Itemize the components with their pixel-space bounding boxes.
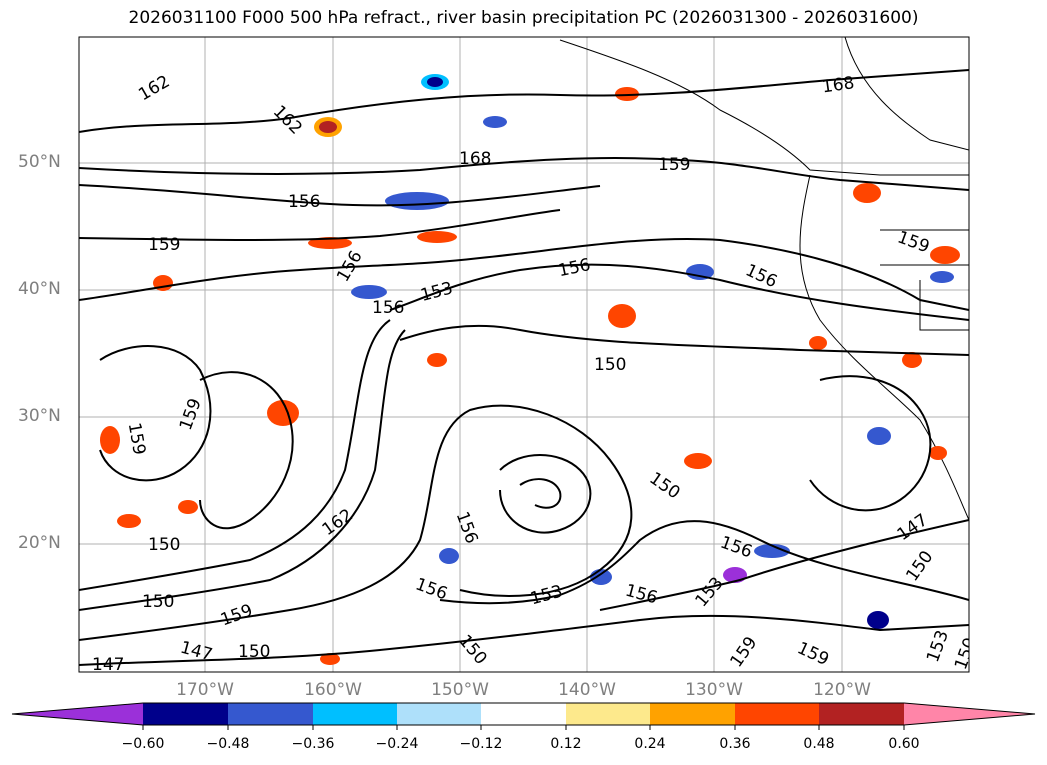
contour-label: 156 (452, 509, 482, 546)
lon-label-160w: 160°W (304, 680, 362, 700)
refractivity-contours (79, 69, 969, 666)
contour-label: 153 (419, 278, 456, 306)
contour-label: 159 (218, 601, 255, 631)
contour-label: 159 (726, 633, 761, 671)
precip-blob (427, 353, 447, 367)
precip-blob (684, 453, 712, 469)
colorbar-tick-label: −0.12 (459, 736, 503, 752)
lat-label-20n: 20°N (18, 533, 61, 553)
coastline (559, 37, 969, 521)
lon-label-130w: 130°W (685, 680, 743, 700)
contour-label: 159 (658, 155, 690, 175)
precip-blob (686, 264, 714, 280)
graticule (79, 37, 969, 672)
precip-blob (319, 121, 337, 133)
contour-label: 168 (459, 149, 491, 169)
contour-label: 153 (923, 628, 953, 665)
precip-blob (615, 87, 639, 101)
precip-blob (439, 548, 459, 564)
colorbar-bin (819, 703, 904, 725)
precip-blob (902, 352, 922, 368)
precip-blob (320, 653, 340, 665)
lat-label-30n: 30°N (18, 406, 61, 426)
colorbar-tick-label: 0.12 (550, 736, 582, 752)
precip-blob (267, 400, 299, 426)
precip-blob (427, 77, 443, 87)
contour-label: 159 (794, 638, 832, 670)
precip-blob (867, 427, 891, 445)
precip-blob (809, 336, 827, 350)
colorbar-tick-label: 0.36 (719, 736, 751, 752)
precip-blob (117, 514, 141, 528)
precip-blob (590, 569, 612, 585)
map-title: 2026031100 F000 500 hPa refract., river … (128, 8, 919, 28)
contour-label: 153 (528, 582, 565, 610)
colorbar-bin (566, 703, 650, 725)
contour-label: 150 (646, 468, 684, 503)
precip-blob (930, 246, 960, 264)
precip-blob (608, 304, 636, 328)
colorbar-tick-label: −0.36 (291, 736, 335, 752)
precip-blob (351, 285, 387, 299)
contour-label: 150 (951, 635, 981, 672)
precip-blob (385, 192, 449, 210)
contour-label: 147 (92, 655, 124, 675)
precip-blob (754, 544, 790, 558)
contour-label: 150 (238, 642, 270, 662)
colorbar-tick-label: −0.60 (121, 736, 165, 752)
colorbar-bin (481, 703, 566, 725)
contour-label: 156 (372, 298, 404, 318)
contour-label: 150 (148, 535, 180, 555)
contour-labels: 162 162 168 168 159 156 159 156 156 153 … (92, 72, 981, 675)
contour-label: 162 (135, 72, 173, 106)
contour-label: 153 (692, 573, 728, 611)
contour-label: 150 (902, 547, 937, 585)
precip-blob (417, 231, 457, 243)
plot-frame (78, 36, 970, 673)
precip-blob (178, 500, 198, 514)
colorbar-tick-label: 0.48 (803, 736, 835, 752)
colorbar-extend-max (904, 703, 1035, 725)
colorbar-tick-label: 0.60 (888, 736, 920, 752)
colorbar-tick-label: −0.48 (206, 736, 250, 752)
precip-blob (100, 426, 120, 454)
colorbar-bin (143, 703, 228, 725)
colorbar-tick-label: −0.24 (375, 736, 419, 752)
contour-label: 150 (594, 355, 626, 375)
contour-label: 162 (269, 102, 306, 139)
precip-blob (930, 271, 954, 283)
lon-label-150w: 150°W (431, 680, 489, 700)
contour-label: 159 (176, 396, 206, 433)
colorbar-bin (313, 703, 397, 725)
colorbar-extend-min (12, 703, 143, 725)
contour-label: 159 (148, 235, 180, 255)
colorbar-bin (650, 703, 735, 725)
colorbar-tick-label: 0.24 (634, 736, 666, 752)
colorbar-bin (228, 703, 313, 725)
lon-label-170w: 170°W (176, 680, 234, 700)
contour-label: 159 (895, 227, 932, 257)
lon-label-120w: 120°W (813, 680, 871, 700)
colorbar-bin (735, 703, 819, 725)
precip-blob (483, 116, 507, 128)
contour-label: 168 (821, 73, 856, 97)
precip-blob (867, 611, 889, 629)
contour-label: 156 (717, 532, 754, 562)
contour-label: 156 (413, 574, 450, 604)
lat-label-50n: 50°N (18, 152, 61, 172)
contour-label: 147 (894, 510, 932, 545)
colorbar-bin (397, 703, 481, 725)
contour-label: 150 (142, 592, 174, 612)
map-plot-area: 162 162 168 168 159 156 159 156 156 153 … (79, 37, 981, 675)
lon-label-140w: 140°W (558, 680, 616, 700)
contour-label: 159 (124, 421, 149, 456)
colorbar (11, 702, 1036, 730)
lat-label-40n: 40°N (18, 279, 61, 299)
contour-label: 156 (288, 192, 320, 212)
precip-blob (853, 183, 881, 203)
precip-blob (929, 446, 947, 460)
